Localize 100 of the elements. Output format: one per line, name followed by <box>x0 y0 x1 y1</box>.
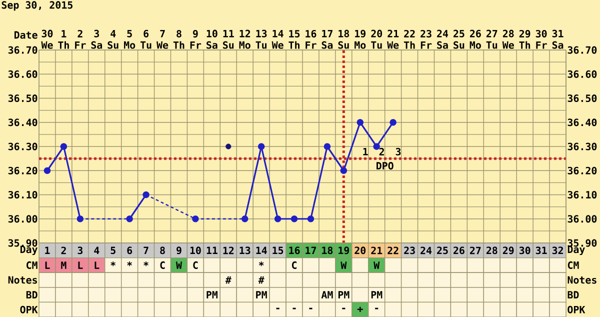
text: + <box>357 306 363 312</box>
text: 23 <box>404 246 415 254</box>
point <box>324 143 331 150</box>
text: 26 <box>454 246 464 254</box>
x-tick-label: 10 Sa <box>206 30 218 49</box>
text: W <box>374 262 380 269</box>
text: * <box>144 261 148 266</box>
text: - <box>375 308 378 310</box>
x-tick-label: 25 Su <box>454 30 464 49</box>
y2-tick-label: 36.50 <box>568 94 597 102</box>
text: PM <box>338 291 350 298</box>
text: - <box>309 308 312 310</box>
y-tick-label: Day <box>20 246 38 256</box>
y2-tick-label: 36.20 <box>568 166 597 174</box>
x-axis-title: Date <box>14 31 38 39</box>
point <box>307 215 314 222</box>
y-tick-label: 36.40 <box>8 118 38 126</box>
point <box>241 215 248 222</box>
x-tick-label: 12 Mo <box>239 30 250 49</box>
x-tick-label: 9 Fr <box>190 30 202 49</box>
text: L <box>45 262 50 269</box>
y2-tick-label: 36.30 <box>568 142 597 150</box>
y-tick-label: 36.50 <box>8 94 38 102</box>
y2-tick-label: BD <box>568 291 579 298</box>
text: 9 <box>176 246 182 254</box>
y-tick-label: 35.90 <box>8 239 38 247</box>
text: - <box>292 308 296 310</box>
x-tick-label: 8 Th <box>173 30 184 49</box>
text: 28 <box>486 246 498 254</box>
x-tick-label: 28 We <box>502 30 514 49</box>
x-tick-label: 6 Tu <box>140 30 152 49</box>
point <box>373 143 380 150</box>
point <box>290 215 298 222</box>
y2-tick-label: 36.40 <box>568 118 597 126</box>
chart-title: Sep 30, 2015 <box>2 1 72 11</box>
x-tick-label: 30 We <box>41 30 53 49</box>
annotation: 2 <box>379 148 384 156</box>
text: 16 <box>289 246 300 254</box>
x-tick-label: 4 Su <box>108 30 118 49</box>
point <box>76 215 84 222</box>
point <box>142 191 150 198</box>
text: - <box>342 308 346 310</box>
x-tick-label: 22 Th <box>404 30 415 49</box>
text: 12 <box>223 246 234 254</box>
x-tick-label: 16 Fr <box>306 30 316 49</box>
text: # <box>225 276 232 284</box>
x-tick-label: 19 Mo <box>354 30 366 49</box>
text: * <box>127 261 132 266</box>
text: - <box>276 308 280 310</box>
text: AM <box>321 291 333 298</box>
x-tick-label: 1 Th <box>58 30 69 49</box>
y-tick-label: 36.30 <box>8 142 38 150</box>
text: 8 <box>160 246 165 254</box>
y2-tick-label: Notes <box>568 276 596 284</box>
text: 25 <box>437 246 448 254</box>
text: 5 <box>110 246 116 254</box>
text: 14 <box>256 246 267 254</box>
x-tick-label: 26 Mo <box>470 30 481 49</box>
x-tick-label: 14 We <box>272 30 284 49</box>
text: M <box>61 262 66 269</box>
y-tick-label: 36.60 <box>8 70 38 78</box>
text: # <box>258 276 264 284</box>
text: 19 <box>338 246 350 254</box>
text: C <box>193 261 198 269</box>
x-tick-label: 5 Mo <box>124 30 136 49</box>
text: 24 <box>420 246 432 254</box>
text: 32 <box>552 246 563 254</box>
text: L <box>94 262 100 269</box>
text: 21 <box>371 246 382 254</box>
text: 20 <box>354 246 366 254</box>
y-tick-label: BD <box>26 291 38 298</box>
text: 22 <box>388 246 398 254</box>
y-tick-label: 36.00 <box>8 215 38 223</box>
point <box>192 215 199 222</box>
y-tick-label: 36.20 <box>8 166 38 174</box>
text: 18 <box>322 246 333 254</box>
text: 13 <box>240 246 250 254</box>
y-tick-label: Notes <box>8 276 37 284</box>
x-tick-label: 31 Sa <box>552 30 564 49</box>
point <box>258 143 265 150</box>
annotation: 1 <box>363 148 368 156</box>
x-tick-label: 24 Sa <box>437 30 448 49</box>
y2-tick-label: 36.00 <box>568 215 597 223</box>
x-tick-label: 13 Tu <box>256 30 267 49</box>
x-tick-label: 20 Tu <box>371 30 382 49</box>
point <box>274 215 282 222</box>
text: PM <box>371 291 382 298</box>
y-tick-label: CM <box>26 261 38 269</box>
text: 15 <box>272 246 284 254</box>
text: 10 <box>190 246 201 254</box>
text: 2 <box>61 246 66 254</box>
point <box>126 215 133 222</box>
y2-tick-label: 36.60 <box>568 70 597 78</box>
text: 29 <box>502 246 514 254</box>
annotation: DPO <box>376 162 394 170</box>
y2-tick-label: OPK <box>568 306 586 314</box>
text: 31 <box>536 246 547 254</box>
x-tick-label: 21 We <box>387 30 399 49</box>
point <box>44 167 51 174</box>
x-tick-label: 29 Th <box>519 30 530 49</box>
